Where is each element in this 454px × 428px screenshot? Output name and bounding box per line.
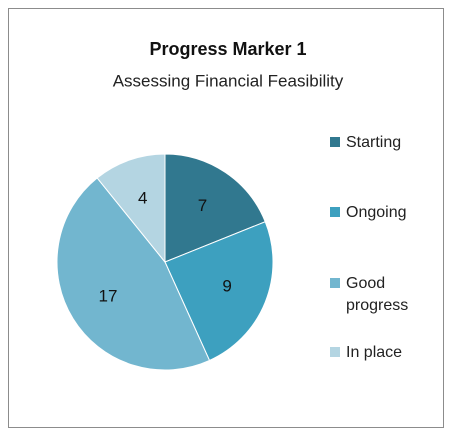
legend-label: Good progress — [346, 275, 409, 314]
data-label: 17 — [99, 287, 118, 306]
legend-swatch — [330, 278, 340, 288]
data-label: 7 — [198, 196, 207, 215]
chart-title: Progress Marker 1 — [149, 39, 306, 59]
legend-item: Good progress — [330, 273, 409, 317]
legend-item: Starting — [330, 132, 426, 154]
legend-swatch — [330, 207, 340, 217]
legend-label: Starting — [346, 134, 402, 151]
legend-item: In place — [330, 342, 426, 364]
legend-label: In place — [346, 344, 403, 361]
legend-item: Ongoing — [330, 202, 426, 224]
pie-slice — [164, 153, 266, 263]
data-label: 4 — [138, 188, 147, 207]
pie-slice — [96, 153, 166, 264]
data-label: 9 — [222, 276, 231, 295]
legend-label: Ongoing — [346, 204, 407, 221]
legend-swatch — [330, 137, 340, 147]
legend-swatch — [330, 347, 340, 357]
pie-slice — [56, 177, 211, 371]
pie-slice — [164, 221, 274, 362]
chart-subtitle: Assessing Financial Feasibility — [113, 71, 344, 90]
